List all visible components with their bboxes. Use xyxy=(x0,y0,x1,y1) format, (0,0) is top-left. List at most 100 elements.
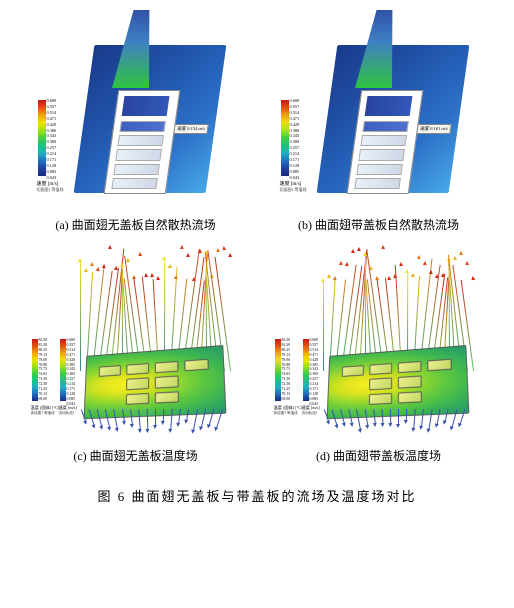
streamline-arrow xyxy=(227,253,232,258)
streamline-arrow xyxy=(398,261,402,265)
chip xyxy=(427,359,452,372)
colorbar-sublabel: 切面图1 等值线 xyxy=(280,187,307,193)
chip xyxy=(397,391,421,404)
chip-gap xyxy=(427,374,452,387)
inflow-arrow xyxy=(113,409,118,429)
chip xyxy=(368,393,391,405)
streamline-arrow xyxy=(470,276,475,281)
inflow-arrow xyxy=(373,409,376,424)
streamline-arrow xyxy=(173,274,177,278)
inflow-arrow xyxy=(192,409,197,431)
streamline-arrow xyxy=(149,273,153,277)
streamline-arrow xyxy=(350,249,354,253)
chip xyxy=(184,359,209,372)
streamline-arrow xyxy=(326,273,330,277)
inflow-arrow xyxy=(80,409,85,422)
streamline-arrow xyxy=(464,261,469,266)
inflow-arrow xyxy=(428,409,432,430)
inflow-arrows xyxy=(80,409,228,441)
streamline-arrow xyxy=(78,258,82,262)
streamline-arrow xyxy=(155,276,159,280)
streamline-arrow xyxy=(221,246,226,251)
figure-main-caption: 图 6 曲面翅无盖板与带盖板的流场及温度场对比 xyxy=(20,486,494,505)
inflow-arrow xyxy=(96,409,102,427)
chip-gap xyxy=(184,389,209,402)
probe-value: 速度 0.154 m/s xyxy=(173,124,208,134)
streamline-arrow xyxy=(321,278,325,282)
colorbar-label: 速度 [m/s] xyxy=(37,180,59,187)
probe-value: 速度 0.161 m/s xyxy=(416,124,451,134)
inflow-arrow xyxy=(162,409,164,422)
vel-ticks: 0.600 0.557 0.514 0.471 0.428 0.385 0.34… xyxy=(67,338,76,407)
streamline-arrow xyxy=(185,252,190,257)
field-bg: 0.600 0.557 0.514 0.471 0.429 0.386 0.34… xyxy=(269,10,489,210)
streamline-arrow xyxy=(452,255,456,259)
inflow-arrow xyxy=(178,409,181,424)
inflow-arrow xyxy=(186,409,189,421)
fin-stack xyxy=(111,121,166,189)
inflow-arrow xyxy=(381,409,383,424)
vel-ticks: 0.600 0.557 0.514 0.471 0.428 0.385 0.34… xyxy=(310,338,319,407)
streamline-arrow xyxy=(404,269,408,273)
streamline-arrow xyxy=(113,266,117,270)
streamline-arrow xyxy=(416,255,420,259)
streamline-arrow xyxy=(191,276,195,280)
inflow-arrow xyxy=(389,409,391,424)
streamline-arrow xyxy=(137,252,142,257)
inflow-arrow xyxy=(339,409,344,424)
streamline-arrow xyxy=(95,267,100,272)
panel-c-caption: (c) 曲面翅无盖板温度场 xyxy=(73,447,197,464)
chip-gap xyxy=(341,380,363,392)
fin xyxy=(115,149,162,160)
streamline-arrow xyxy=(161,256,165,260)
streamline-arrow xyxy=(143,273,148,278)
figure-grid: 0.600 0.557 0.514 0.471 0.429 0.386 0.34… xyxy=(20,10,494,513)
inflow-arrow xyxy=(130,409,133,425)
flow-field-a: 0.600 0.557 0.514 0.471 0.429 0.386 0.34… xyxy=(26,10,246,210)
vel-sublabel: 流动轨线1 xyxy=(302,411,318,416)
chip xyxy=(126,363,149,375)
streamline xyxy=(323,281,324,371)
inflow-arrow xyxy=(155,409,156,426)
panel-a-caption: (a) 曲面翅无盖板自然散热流场 xyxy=(55,216,215,233)
inflow-arrow xyxy=(146,409,148,430)
temp-colorbar xyxy=(32,339,38,401)
fin xyxy=(113,164,160,175)
chip xyxy=(397,361,421,374)
chip-gap xyxy=(97,394,120,406)
temp-sublabel: 体绘图1 等值线 xyxy=(31,411,55,416)
streamline-arrow xyxy=(167,263,171,267)
chip-gap xyxy=(340,394,363,406)
flow-field-b: 0.600 0.557 0.514 0.471 0.429 0.386 0.34… xyxy=(269,10,489,210)
streamline-arrow xyxy=(338,261,343,266)
streamline-arrow xyxy=(356,247,360,251)
thermal-field-d: 82.50 81.38 80.25 79.13 78.00 76.88 75.7… xyxy=(269,241,489,441)
streamline-arrow xyxy=(89,261,93,265)
streamline-arrow xyxy=(83,268,87,272)
chip-gap xyxy=(427,389,452,402)
inflow-arrow xyxy=(405,409,407,421)
temp-sublabel: 体绘图1 等值线 xyxy=(274,411,298,416)
inflow-arrow xyxy=(170,409,173,430)
streamline-arrow xyxy=(428,270,433,275)
streamline-arrow xyxy=(458,250,462,254)
streamline-arrow xyxy=(410,273,414,277)
fin xyxy=(362,121,409,132)
inflow-arrow xyxy=(88,409,94,425)
panel-b: 0.600 0.557 0.514 0.471 0.429 0.386 0.34… xyxy=(263,10,494,233)
inflow-arrow xyxy=(398,409,399,425)
chip-slots xyxy=(97,359,209,406)
fin-stack xyxy=(354,121,409,189)
inflow-arrow xyxy=(356,409,361,430)
streamline xyxy=(80,261,81,371)
inflow-arrow xyxy=(138,409,141,430)
fin xyxy=(360,135,407,146)
inflow-arrow xyxy=(122,409,125,422)
chip-gap xyxy=(184,374,209,387)
vel-sublabel: 流动轨线1 xyxy=(59,411,75,416)
chip xyxy=(154,361,178,374)
temp-ticks: 82.50 81.38 80.25 79.13 78.00 76.88 75.7… xyxy=(282,338,291,402)
velocity-colorbar xyxy=(38,100,46,176)
streamline-arrow xyxy=(332,276,336,280)
fin xyxy=(356,164,403,175)
